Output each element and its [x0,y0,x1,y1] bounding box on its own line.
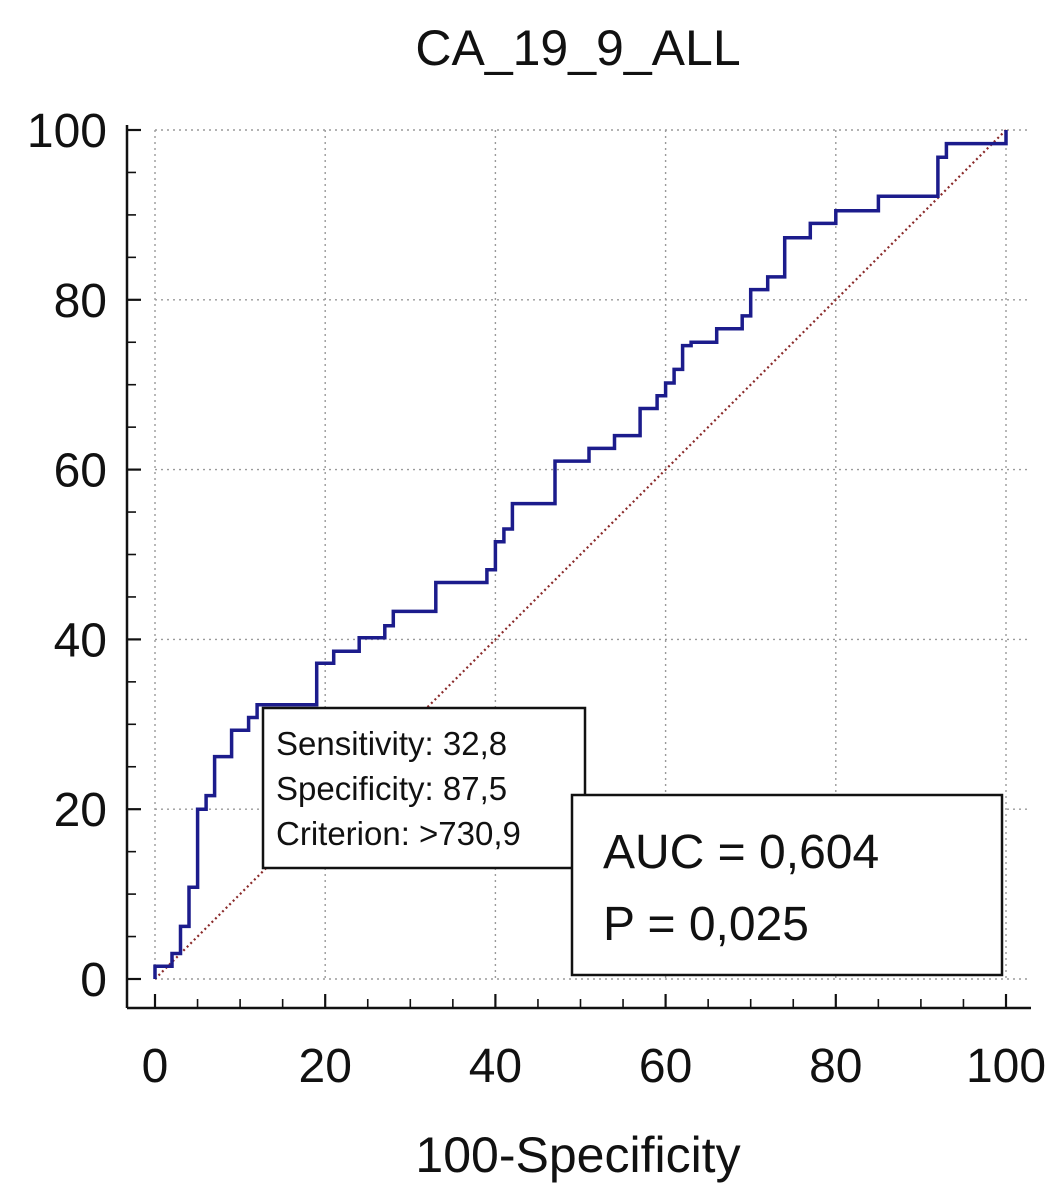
x-tick-label-3: 60 [639,1040,692,1093]
criterion-specificity: Specificity: 87,5 [276,770,507,807]
y-tick-label-5: 100 [27,105,107,158]
y-tick-label-2: 40 [54,614,107,667]
x-tick-label-2: 40 [469,1040,522,1093]
criterion-value: Criterion: >730,9 [276,815,521,852]
x-tick-label-5: 100 [966,1040,1046,1093]
roc-curve-group [153,130,1008,979]
axes [125,125,1031,1010]
x-tick-label-1: 20 [299,1040,352,1093]
p-value: P = 0,025 [603,898,809,951]
criterion-sensitivity: Sensitivity: 32,8 [276,725,507,762]
y-tick-label-4: 80 [54,275,107,328]
x-axis-ticks: 0 20 40 60 80 100 [142,994,1046,1093]
x-tick-label-0: 0 [142,1040,169,1093]
y-axis-ticks: 0 20 40 60 80 100 [27,105,141,1007]
criterion-box: Sensitivity: 32,8 Specificity: 87,5 Crit… [261,706,587,870]
y-tick-label-0: 0 [80,954,107,1007]
chart-title: CA_19_9_ALL [415,20,740,76]
y-tick-label-3: 60 [54,445,107,498]
roc-curve-line [153,130,1008,979]
auc-value: AUC = 0,604 [603,826,879,879]
y-tick-label-1: 20 [54,784,107,837]
auc-box: AUC = 0,604 P = 0,025 [570,793,1004,977]
x-tick-label-4: 80 [809,1040,862,1093]
x-axis-title: 100-Specificity [415,1127,740,1183]
